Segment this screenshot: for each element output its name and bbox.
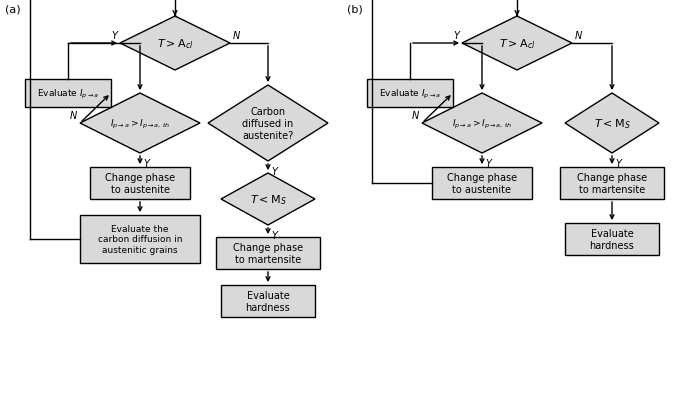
Bar [90, 168, 190, 200]
Text: Evaluate
hardness: Evaluate hardness [246, 290, 290, 312]
Text: $T>\mathrm{A}_{cl}$: $T>\mathrm{A}_{cl}$ [157, 37, 193, 51]
Text: Evaluate $I_{p\rightarrow a}$: Evaluate $I_{p\rightarrow a}$ [379, 87, 441, 100]
Text: Evaluate $I_{p\rightarrow a}$: Evaluate $I_{p\rightarrow a}$ [37, 87, 99, 100]
Text: Evaluate
hardness: Evaluate hardness [590, 229, 634, 250]
Text: Change phase
to martensite: Change phase to martensite [233, 243, 303, 264]
Text: Change phase
to martensite: Change phase to martensite [577, 173, 647, 194]
Bar [432, 168, 532, 200]
Text: (b): (b) [347, 5, 363, 15]
Text: Evaluate the
carbon diffusion in
austenitic grains: Evaluate the carbon diffusion in austeni… [98, 225, 182, 254]
Bar [560, 168, 664, 200]
Polygon shape [80, 94, 200, 154]
Text: N: N [233, 31, 240, 41]
Text: $I_{p\rightarrow a}>I_{p\rightarrow a,\,th}$: $I_{p\rightarrow a}>I_{p\rightarrow a,\,… [452, 117, 512, 130]
Polygon shape [120, 17, 230, 71]
Polygon shape [565, 94, 659, 154]
Text: Y: Y [453, 31, 459, 41]
Text: Y: Y [615, 159, 621, 168]
Text: Carbon
diffused in
austenite?: Carbon diffused in austenite? [242, 107, 294, 140]
Bar [221, 285, 315, 317]
Text: (a): (a) [5, 5, 21, 15]
Text: Y: Y [111, 31, 117, 41]
Bar [367, 80, 453, 108]
Text: Y: Y [271, 166, 277, 176]
Bar [80, 215, 200, 263]
Text: N: N [412, 111, 419, 121]
Text: Y: Y [143, 159, 149, 168]
Polygon shape [422, 94, 542, 154]
Polygon shape [462, 17, 572, 71]
Text: $I_{p\rightarrow a}>I_{p\rightarrow a,\,th}$: $I_{p\rightarrow a}>I_{p\rightarrow a,\,… [110, 117, 170, 130]
Text: N: N [575, 31, 582, 41]
Text: Change phase
to austenite: Change phase to austenite [447, 173, 517, 194]
Bar [565, 223, 659, 255]
Text: Y: Y [485, 159, 491, 168]
Text: $T>\mathrm{A}_{cl}$: $T>\mathrm{A}_{cl}$ [499, 37, 535, 51]
Polygon shape [221, 174, 315, 225]
Text: $T<\mathrm{M}_{S}$: $T<\mathrm{M}_{S}$ [594, 117, 630, 131]
Polygon shape [208, 86, 328, 162]
Text: N: N [70, 111, 77, 121]
Bar [25, 80, 111, 108]
Text: $T<\mathrm{M}_{S}$: $T<\mathrm{M}_{S}$ [249, 192, 286, 207]
Text: Change phase
to austenite: Change phase to austenite [105, 173, 175, 194]
Bar [216, 237, 320, 269]
Text: Y: Y [271, 231, 277, 241]
